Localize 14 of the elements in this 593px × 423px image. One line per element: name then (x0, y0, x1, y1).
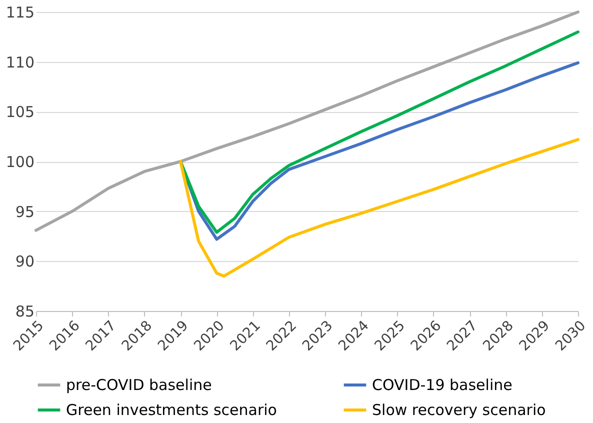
line-series (179, 138, 580, 278)
y-tick-label: 95 (15, 202, 34, 221)
y-tick-label: 90 (15, 252, 34, 271)
y-tick-label: 85 (15, 302, 34, 320)
legend-label: COVID-19 baseline (372, 376, 512, 394)
y-tick-label: 100 (6, 153, 34, 171)
legend-label: Slow recovery scenario (372, 401, 546, 419)
legend-label: Green investments scenario (66, 401, 277, 419)
line-series (34, 10, 580, 232)
y-tick-label: 105 (6, 103, 34, 122)
legend-label: pre-COVID baseline (66, 376, 212, 394)
y-tick-label: 110 (6, 53, 34, 72)
y-tick-label: 115 (6, 4, 34, 22)
line-series (179, 30, 580, 234)
